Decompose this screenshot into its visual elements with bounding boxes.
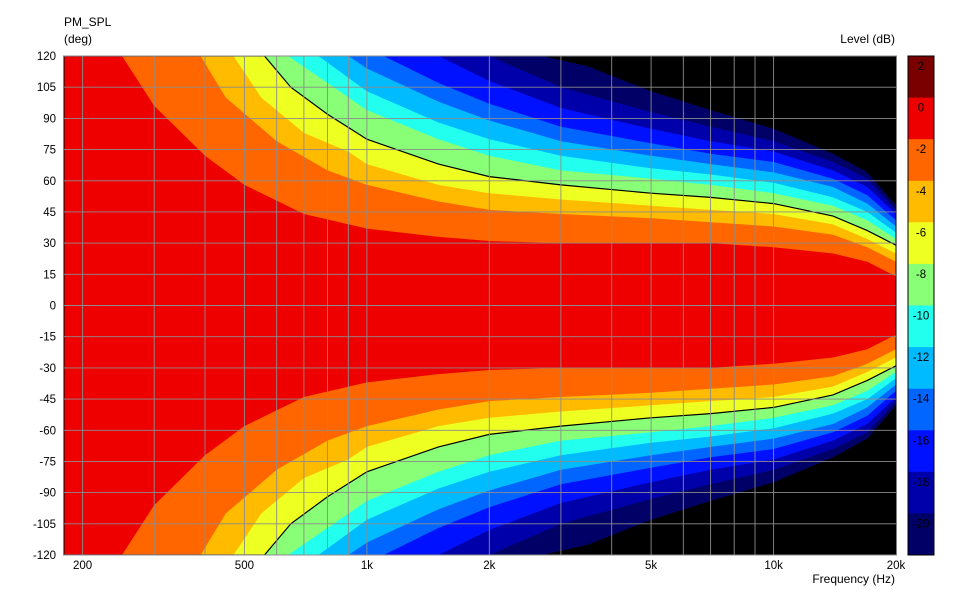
colorbar-swatch (908, 305, 934, 348)
y-tick-label: -60 (39, 425, 56, 437)
colorbar-label: Level (dB) (840, 32, 895, 46)
colorbar-label-text: -14 (913, 394, 930, 406)
colorbar-swatch (908, 471, 934, 514)
y-tick-label: -75 (39, 456, 56, 468)
colorbar-label-text: -8 (916, 269, 926, 281)
y-axis-label: (deg) (64, 32, 93, 46)
y-tick-label: -15 (39, 332, 56, 344)
colorbar-swatch (908, 263, 934, 306)
colorbar: 2 0 -2 -4 -6 -8 -10 -12 -14 -16 -18 -20 (907, 55, 935, 556)
colorbar-frame (907, 55, 935, 556)
y-tick-label: 105 (37, 82, 56, 94)
colorbar-swatch (908, 139, 934, 182)
y-tick-label: -120 (33, 550, 56, 562)
colorbar-label-text: -12 (913, 352, 930, 364)
y-tick-label: 45 (43, 207, 56, 219)
x-tick-label: 500 (235, 560, 254, 572)
colorbar-label-text: -10 (913, 311, 930, 323)
axis-ticks: 120 105 90 75 60 45 30 15 0 -15 -30 -45 -60 -75 -90 -10… (33, 51, 906, 572)
x-tick-label: 200 (73, 560, 92, 572)
colorbar-swatch (908, 513, 934, 556)
y-tick-label: 120 (37, 51, 56, 63)
y-tick-label: -105 (33, 519, 56, 531)
colorbar-label-text: 0 (918, 103, 924, 115)
colorbar-label-text: -2 (916, 144, 926, 156)
colorbar-label-text: -18 (913, 477, 930, 489)
colorbar-label-text: -4 (916, 186, 927, 198)
x-tick-label: 2k (483, 560, 495, 572)
colorbar-swatch (908, 347, 934, 390)
colorbar-label-text: -6 (916, 227, 926, 239)
x-tick-label: 5k (645, 560, 657, 572)
x-tick-label: 10k (764, 560, 783, 572)
chart-title: PM_SPL (64, 15, 112, 29)
y-tick-label: 60 (43, 176, 56, 188)
y-tick-label: 30 (43, 238, 56, 250)
y-tick-label: -90 (39, 488, 56, 500)
colorbar-label-text: 2 (918, 61, 924, 73)
y-tick-label: 75 (43, 145, 56, 157)
colorbar-label-text: -16 (913, 435, 930, 447)
y-tick-label: 0 (50, 301, 56, 313)
x-axis-label: Frequency (Hz) (812, 572, 895, 586)
x-tick-label: 1k (361, 560, 373, 572)
colorbar-swatch (908, 388, 934, 431)
colorbar-swatch (908, 430, 934, 473)
y-tick-label: -45 (39, 394, 56, 406)
x-tick-label: 20k (887, 560, 906, 572)
colorbar-swatch (908, 56, 934, 99)
colorbar-swatch (908, 222, 934, 265)
y-tick-label: 15 (43, 269, 56, 281)
colorbar-label-text: -20 (913, 518, 930, 530)
colorbar-swatch (908, 97, 934, 140)
colorbar-swatch (908, 180, 934, 223)
y-tick-label: -30 (39, 363, 56, 375)
y-tick-label: 90 (43, 113, 56, 125)
grid-lines (64, 55, 896, 556)
